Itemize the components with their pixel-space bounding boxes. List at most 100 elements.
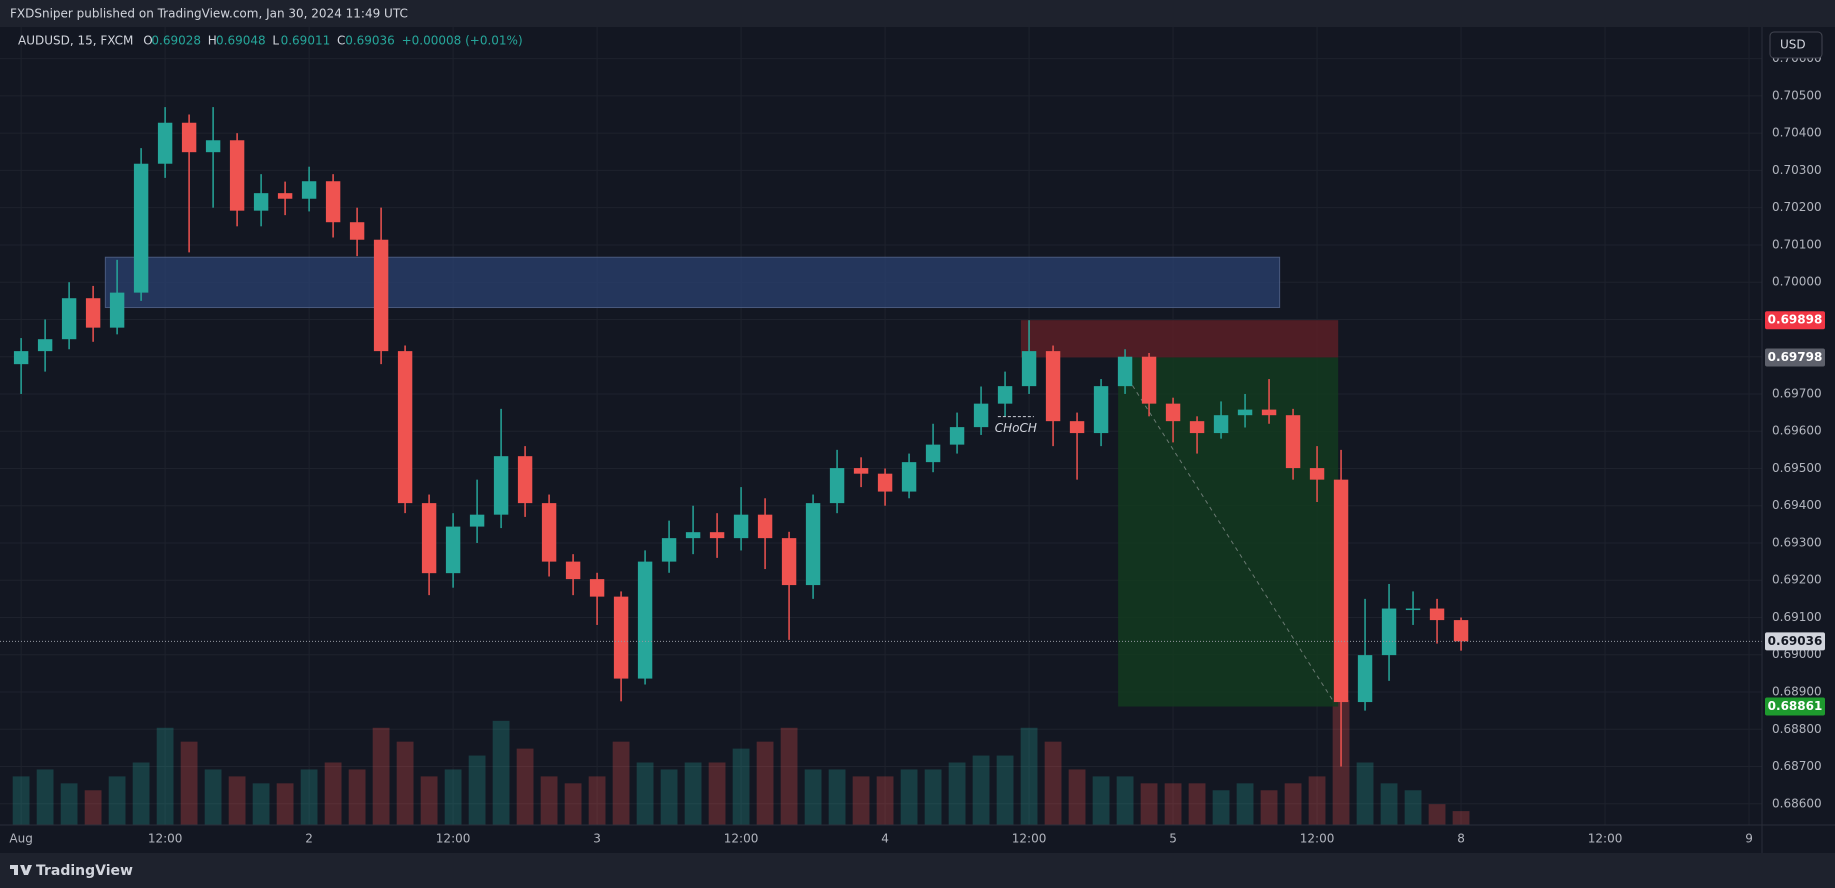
volume-bar — [1212, 790, 1230, 825]
candle-body — [757, 514, 773, 539]
x-tick-label: 9 — [1745, 832, 1753, 846]
candle-body — [133, 163, 149, 293]
ohlc-value: 0.69028 — [151, 34, 201, 48]
volume-bar — [540, 776, 558, 825]
candle-body — [1237, 409, 1253, 416]
ohlc-value: 0.69036 — [345, 34, 395, 48]
x-tick-label: 12:00 — [724, 832, 759, 846]
price-label: 0.69898 — [1768, 313, 1823, 327]
candle-body — [589, 579, 605, 597]
candle-body — [781, 538, 797, 586]
currency-button-box — [1769, 31, 1823, 59]
volume-bar — [516, 748, 534, 825]
brand-logo — [10, 865, 32, 875]
volume-bar — [924, 769, 942, 825]
volume-bar — [276, 783, 294, 825]
zone — [1118, 357, 1339, 707]
ohlc-key: O — [143, 34, 152, 48]
price-label: 0.69036 — [1768, 634, 1823, 648]
candle-body — [1141, 356, 1157, 404]
candle-body — [109, 292, 125, 328]
volume-bar — [708, 762, 726, 825]
candle-body — [253, 193, 269, 211]
candle-body — [1069, 421, 1085, 434]
candle-body — [685, 532, 701, 539]
volume-bar — [876, 776, 894, 825]
candle-body — [853, 468, 869, 474]
candle-body — [373, 239, 389, 352]
candle-body — [1117, 356, 1133, 387]
volume-bar — [612, 741, 630, 825]
volume-bar — [132, 762, 150, 825]
candle-body — [157, 122, 173, 164]
ohlc-key: H — [208, 34, 217, 48]
candle-body — [277, 193, 293, 199]
volume-bar — [1092, 776, 1110, 825]
x-tick-label: 12:00 — [1300, 832, 1335, 846]
y-tick-label: 0.70400 — [1772, 126, 1822, 140]
zone — [1020, 320, 1339, 358]
candle-body — [517, 456, 533, 504]
volume-bar — [756, 741, 774, 825]
volume-bar — [1260, 790, 1278, 825]
volume-bar — [348, 769, 366, 825]
choch-label: CHoCH — [995, 421, 1037, 435]
volume-bar — [12, 776, 30, 825]
candle-body — [1453, 620, 1469, 642]
volume-bar — [780, 727, 798, 825]
candle-body — [997, 386, 1013, 404]
candle-body — [205, 140, 221, 153]
header-bar — [0, 0, 1835, 27]
x-tick-label: 12:00 — [436, 832, 471, 846]
candle-body — [613, 596, 629, 679]
x-tick-label: 12:00 — [1012, 832, 1047, 846]
y-tick-label: 0.69300 — [1772, 535, 1822, 549]
volume-bar — [1308, 776, 1326, 825]
x-tick-label: 3 — [593, 832, 601, 846]
ohlc-value: 0.69011 — [281, 34, 331, 48]
volume-bar — [1356, 762, 1374, 825]
candle-body — [805, 503, 821, 586]
price-label: 0.69798 — [1768, 350, 1823, 364]
candle-body — [397, 351, 413, 504]
symbol-label: AUDUSD, 15, FXCM — [18, 34, 133, 48]
y-tick-label: 0.69200 — [1772, 573, 1822, 587]
candle-body — [85, 298, 101, 328]
candle-body — [925, 444, 941, 463]
ohlc-key: L — [272, 34, 279, 48]
candle-body — [541, 503, 557, 562]
candle-body — [637, 561, 653, 679]
candle-body — [1357, 655, 1373, 703]
x-tick-label: 4 — [881, 832, 889, 846]
y-tick-label: 0.70100 — [1772, 237, 1822, 251]
volume-bar — [1404, 790, 1422, 825]
candle-body — [1021, 351, 1037, 387]
y-tick-label: 0.70500 — [1772, 88, 1822, 102]
candle-body — [349, 222, 365, 240]
volume-bar — [396, 741, 414, 825]
x-tick-label: Aug — [9, 832, 32, 846]
price-label-box — [1765, 697, 1825, 716]
y-tick-label: 0.70200 — [1772, 200, 1822, 214]
candle-body — [1429, 608, 1445, 621]
price-label-box — [1765, 311, 1825, 330]
volume-bar — [468, 755, 486, 825]
y-tick-label: 0.69500 — [1772, 461, 1822, 475]
candle-body — [37, 339, 53, 352]
volume-bar — [684, 762, 702, 825]
volume-bar — [180, 741, 198, 825]
currency-button[interactable]: USD — [1769, 31, 1823, 59]
change-value: +0.00008 (+0.01%) — [402, 34, 523, 48]
y-tick-label: 0.70000 — [1772, 275, 1822, 289]
volume-bar — [852, 776, 870, 825]
price-label-box — [1765, 348, 1825, 367]
x-tick-label: 12:00 — [148, 832, 183, 846]
candle-body — [949, 427, 965, 445]
candle-body — [445, 526, 461, 574]
candle-body — [1381, 608, 1397, 656]
volume-bar — [156, 727, 174, 825]
volume-bar — [1236, 783, 1254, 825]
ohlc-key: C — [337, 34, 345, 48]
